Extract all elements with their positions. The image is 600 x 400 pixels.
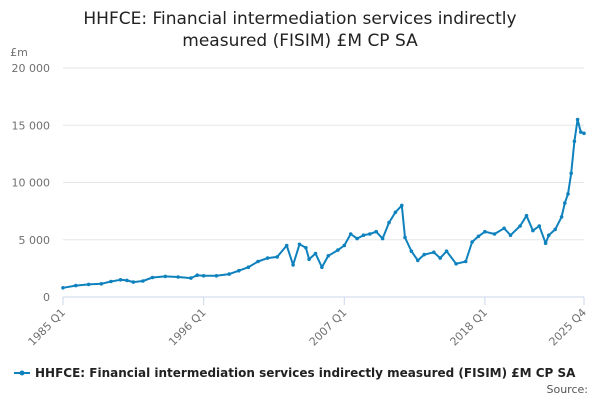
data-point[interactable] (141, 279, 145, 283)
legend[interactable]: HHFCE: Financial intermediation services… (14, 366, 576, 380)
x-tick-label: 2025 Q4 (547, 306, 590, 349)
data-point[interactable] (547, 233, 551, 237)
data-point[interactable] (470, 240, 474, 244)
data-point[interactable] (559, 215, 564, 219)
data-point[interactable] (476, 234, 481, 239)
legend-point-marker (19, 370, 25, 376)
data-point[interactable] (320, 265, 324, 270)
data-point[interactable] (284, 243, 289, 248)
source-label: Source: (547, 383, 589, 396)
data-point[interactable] (342, 243, 347, 248)
y-tick-label: 10 000 (12, 177, 51, 190)
data-point[interactable] (368, 232, 372, 236)
data-point[interactable] (275, 255, 280, 259)
y-tick-label: 15 000 (12, 119, 51, 132)
y-tick-label: 0 (43, 291, 50, 304)
x-tick-label: 1996 Q1 (166, 306, 209, 349)
data-point[interactable] (291, 263, 295, 267)
data-point[interactable] (313, 251, 318, 256)
data-point[interactable] (569, 171, 573, 176)
data-point[interactable] (163, 274, 168, 279)
data-point[interactable] (575, 117, 580, 122)
chart-title-line-2: measured (FISIM) £M CP SA (182, 31, 418, 51)
data-point[interactable] (201, 274, 206, 278)
data-point[interactable] (483, 229, 487, 234)
data-point[interactable] (454, 262, 458, 266)
data-point[interactable] (125, 278, 129, 283)
legend-series-label[interactable]: HHFCE: Financial intermediation services… (35, 366, 576, 380)
series-line (62, 118, 585, 289)
data-point[interactable] (531, 228, 535, 233)
data-point[interactable] (566, 192, 570, 196)
data-point[interactable] (227, 272, 231, 276)
x-tick-label: 2018 Q1 (447, 306, 490, 349)
data-point[interactable] (265, 256, 270, 260)
data-point[interactable] (348, 232, 353, 236)
data-point[interactable] (214, 274, 219, 278)
y-tick-label: 5 000 (19, 234, 51, 247)
x-axis-ticks: 1985 Q1 1996 Q1 2007 Q1 2018 Q1 2025 Q4 (26, 297, 590, 349)
data-point[interactable] (307, 257, 311, 262)
data-point[interactable] (572, 139, 577, 144)
data-point[interactable] (246, 265, 251, 270)
data-point[interactable] (438, 256, 443, 260)
data-point[interactable] (195, 273, 199, 278)
data-point[interactable] (537, 224, 542, 228)
data-point[interactable] (355, 236, 359, 241)
data-point[interactable] (400, 203, 404, 208)
data-point[interactable] (463, 259, 468, 264)
data-point[interactable] (99, 282, 104, 286)
data-point[interactable] (393, 210, 398, 215)
data-point[interactable] (86, 282, 91, 287)
data-point[interactable] (361, 233, 366, 237)
data-point[interactable] (109, 279, 113, 284)
data-point[interactable] (518, 224, 522, 228)
x-tick-label: 2007 Q1 (307, 306, 350, 349)
y-axis-unit-label: £m (10, 46, 28, 59)
data-point[interactable] (336, 248, 340, 252)
data-point[interactable] (432, 250, 436, 255)
data-point[interactable] (416, 258, 420, 263)
data-point[interactable] (237, 268, 241, 273)
data-point[interactable] (131, 280, 136, 284)
data-point[interactable] (176, 275, 180, 279)
data-point[interactable] (492, 232, 497, 236)
data-point[interactable] (502, 226, 506, 231)
data-point[interactable] (326, 254, 331, 258)
data-point[interactable] (543, 241, 548, 245)
data-point[interactable] (189, 276, 193, 280)
data-point[interactable] (422, 252, 427, 257)
data-point[interactable] (150, 275, 155, 280)
series-layer (61, 117, 586, 290)
data-point[interactable] (387, 220, 391, 225)
data-point[interactable] (256, 259, 260, 264)
y-axis-ticks: 0 5 000 10 000 15 000 20 000 (12, 62, 51, 304)
data-point[interactable] (297, 242, 302, 247)
data-point[interactable] (563, 201, 567, 205)
data-point[interactable] (508, 233, 513, 237)
gridlines (63, 67, 584, 241)
data-point[interactable] (374, 229, 379, 234)
x-tick-label: 1985 Q1 (26, 306, 69, 349)
data-point[interactable] (304, 246, 308, 250)
y-tick-label: 20 000 (12, 62, 51, 75)
data-point[interactable] (579, 130, 583, 134)
data-point[interactable] (409, 249, 414, 253)
data-point[interactable] (553, 227, 557, 232)
data-point[interactable] (403, 235, 407, 240)
data-point[interactable] (74, 283, 78, 288)
chart-title-line-1: HHFCE: Financial intermediation services… (83, 9, 516, 29)
data-point[interactable] (118, 278, 123, 282)
data-point[interactable] (61, 286, 65, 290)
data-point[interactable] (524, 213, 529, 218)
data-point[interactable] (380, 236, 385, 241)
data-point[interactable] (444, 249, 449, 253)
data-point[interactable] (582, 131, 586, 136)
